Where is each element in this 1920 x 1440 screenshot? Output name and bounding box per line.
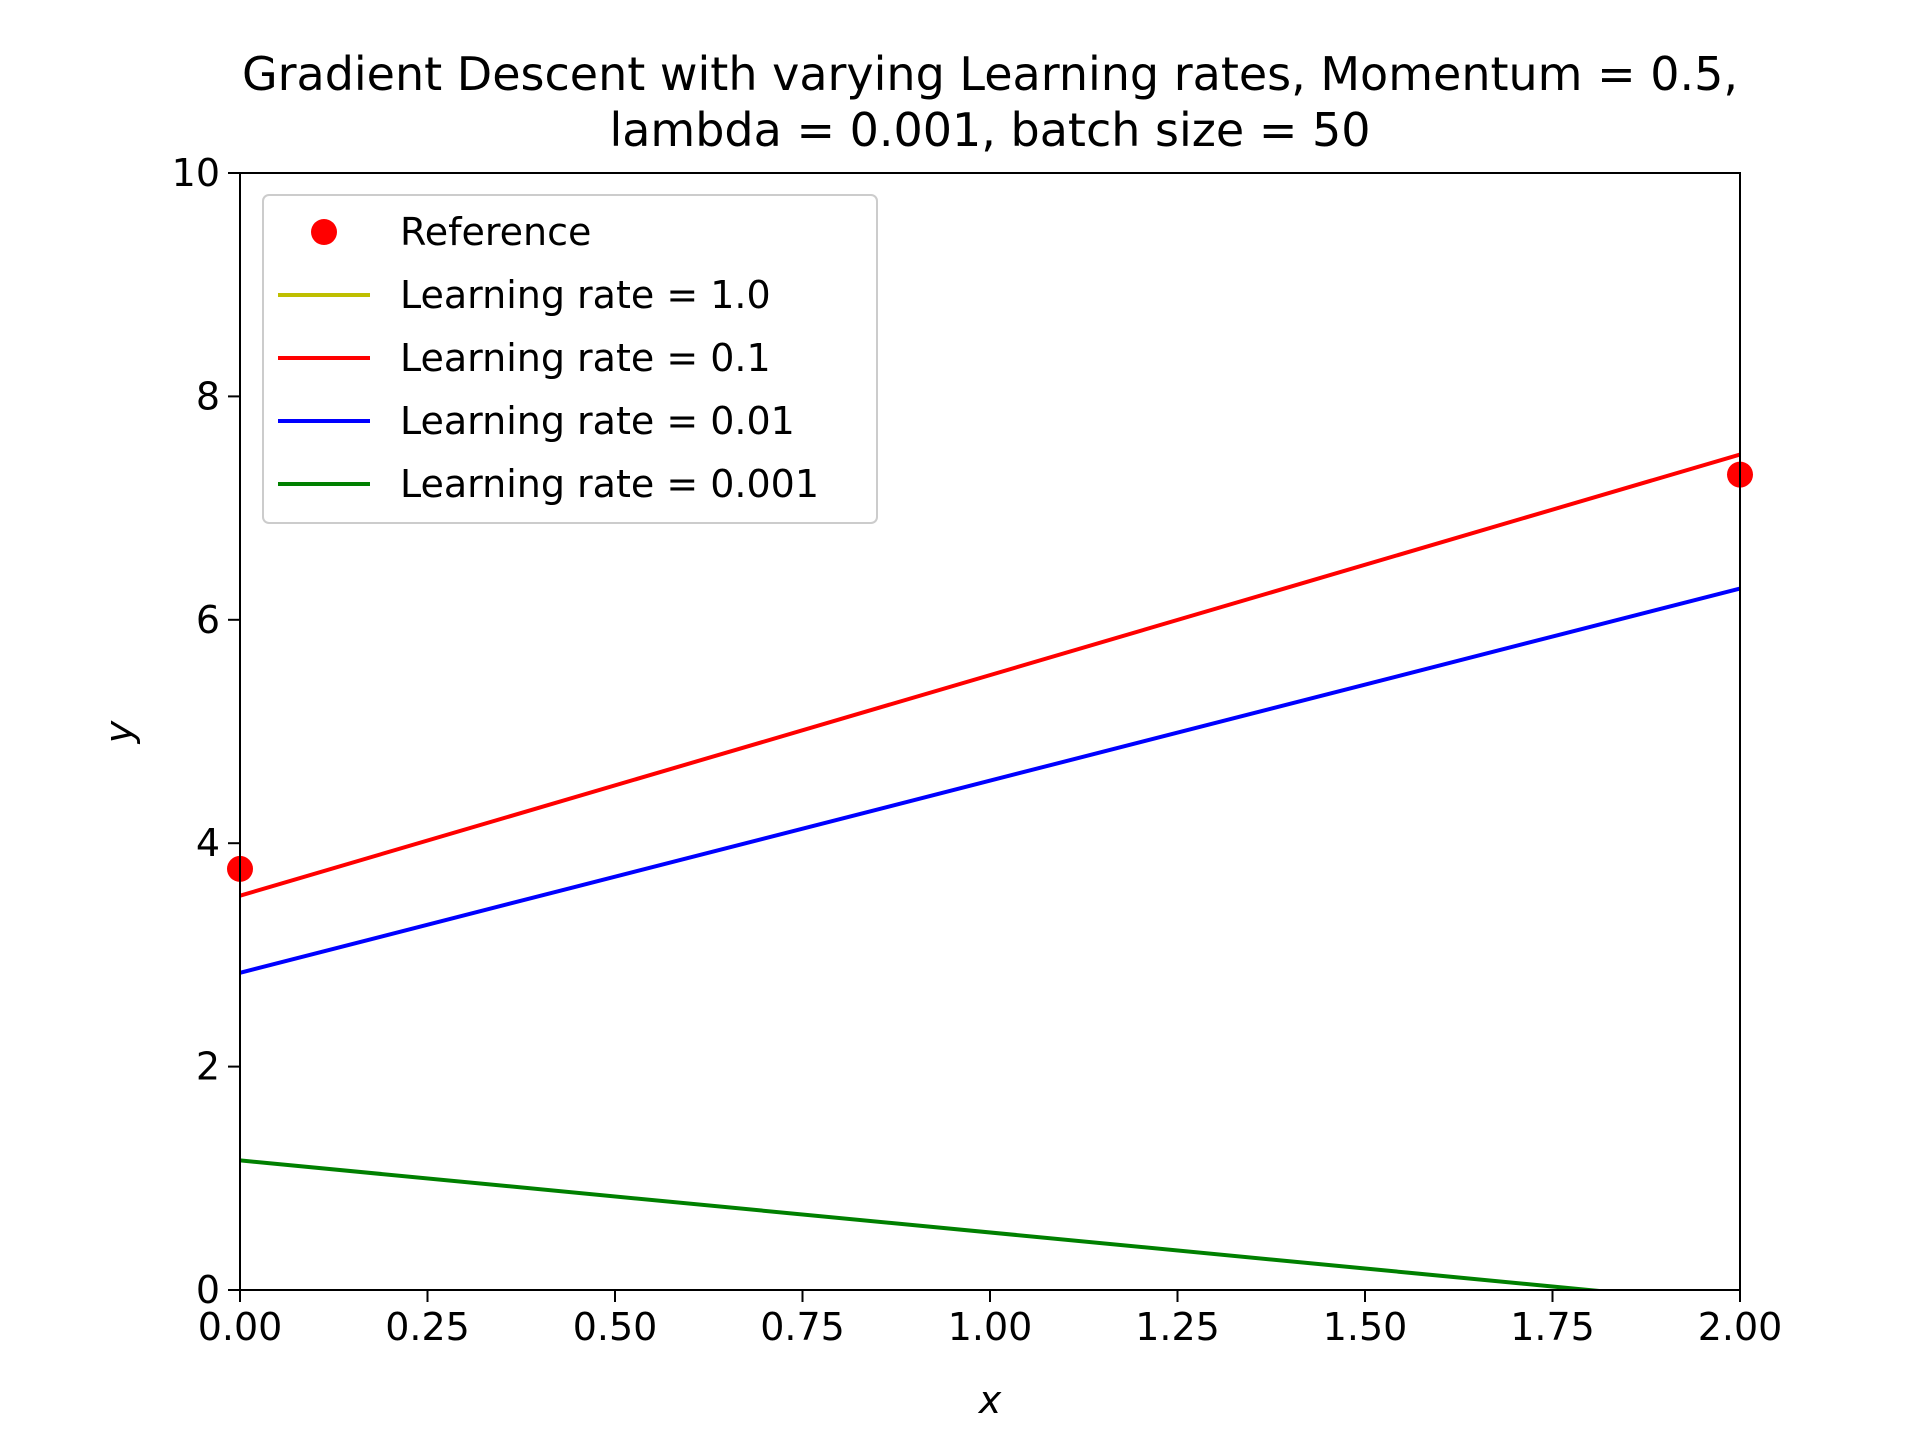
- chart-subtitle: lambda = 0.001, batch size = 50: [609, 103, 1370, 157]
- x-tick-label: 0.50: [573, 1305, 658, 1349]
- x-tick-label: 1.25: [1135, 1305, 1220, 1349]
- x-tick-label: 1.50: [1323, 1305, 1408, 1349]
- y-tick-label: 2: [196, 1045, 220, 1089]
- legend-label-0: Reference: [400, 210, 591, 254]
- legend-label-4: Learning rate = 0.001: [400, 462, 819, 506]
- legend-label-3: Learning rate = 0.01: [400, 399, 795, 443]
- x-axis-label: x: [978, 1378, 1002, 1422]
- x-tick-label: 0.00: [198, 1305, 283, 1349]
- legend-marker-reference: [311, 219, 337, 245]
- x-tick-label: 1.75: [1510, 1305, 1595, 1349]
- x-tick-label: 2.00: [1698, 1305, 1783, 1349]
- y-axis-ticks: 0 2 4 6 8 10: [172, 151, 240, 1312]
- x-tick-label: 0.75: [760, 1305, 845, 1349]
- y-tick-label: 4: [196, 821, 220, 865]
- legend: Reference Learning rate = 1.0 Learning rat…: [262, 194, 878, 524]
- legend-box: [262, 194, 878, 524]
- legend-label-1: Learning rate = 1.0: [400, 273, 771, 317]
- x-tick-label: 1.00: [948, 1305, 1033, 1349]
- series-line-2: [240, 586, 1740, 975]
- chart-title: Gradient Descent with varying Learning r…: [242, 47, 1738, 101]
- y-tick-label: 6: [196, 598, 220, 642]
- x-axis-ticks: 0.00 0.25 0.50 0.75 1.00 1.25 1.50 1.75 2.00: [198, 1290, 1783, 1349]
- series-line-3: [240, 1158, 1610, 1290]
- y-tick-label: 8: [196, 374, 220, 418]
- y-tick-label: 0: [196, 1268, 220, 1312]
- x-tick-label: 0.25: [385, 1305, 470, 1349]
- plot-lines: [240, 452, 1740, 1290]
- y-tick-label: 10: [172, 151, 220, 195]
- plot-markers: [227, 461, 1753, 882]
- legend-label-2: Learning rate = 0.1: [400, 336, 771, 380]
- y-axis-label: y: [97, 720, 141, 744]
- series-line-1: [240, 452, 1740, 898]
